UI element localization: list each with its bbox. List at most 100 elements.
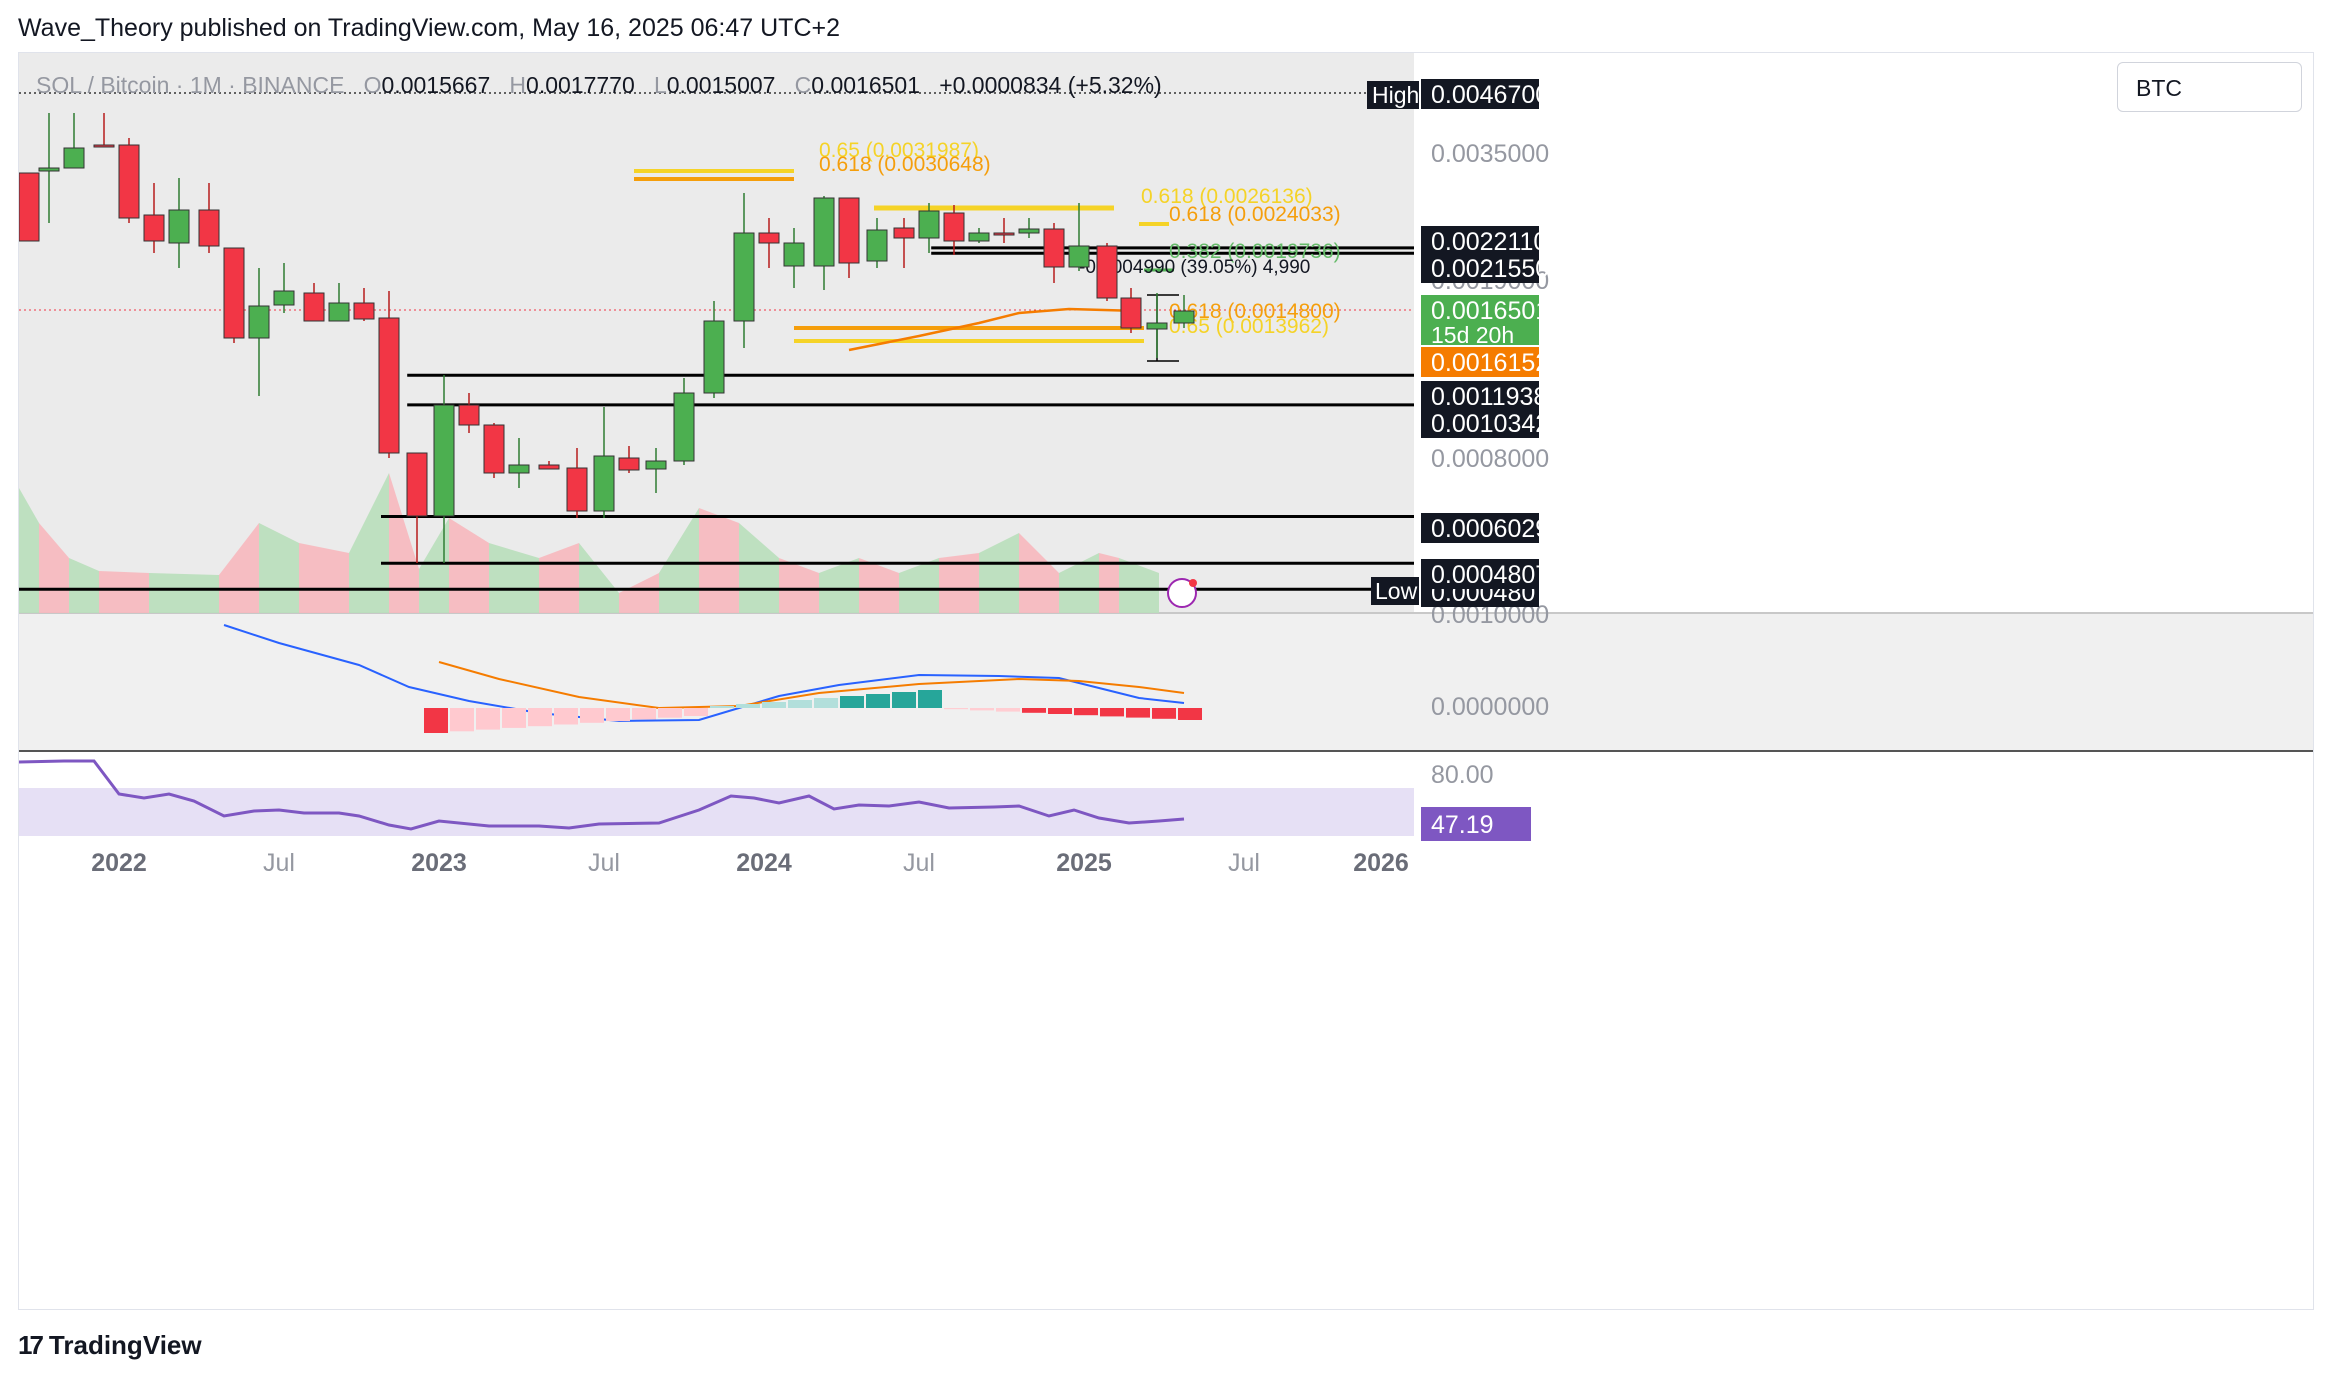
y-tick-label: 0.0008000 [1431,445,1549,473]
macd-histogram-bar [424,708,448,733]
volume-area [69,558,99,613]
volume-area [699,508,739,613]
fib-label: 0.618 (0.0030648) [819,153,991,176]
volume-area [1059,553,1099,613]
macd-histogram-bar [1126,708,1150,718]
candle [703,320,725,394]
candle [353,302,375,320]
price-tag-value: 0.0010342 [1431,410,1549,438]
macd-histogram-bar [684,708,708,716]
candle [673,392,695,462]
macd-histogram-bar [970,708,994,711]
macd-histogram-bar [736,704,760,708]
candle [593,455,615,512]
macd-histogram-bar [814,698,838,708]
candle [168,209,190,244]
candle [645,460,667,470]
price-tag [1421,408,1539,438]
candle [38,167,60,172]
candle [143,214,165,242]
macd-histogram-bar [1022,708,1046,713]
candle [433,404,455,517]
volume-area [899,558,939,613]
macd-histogram-bar [632,708,656,720]
price-tag-value: 0.0016152 [1431,349,1549,377]
macd-histogram-bar [1152,708,1176,719]
high-value: 0.0046700 [1431,81,1549,109]
candle [458,404,480,426]
candle [1173,310,1195,324]
candle [223,247,245,339]
low-value: 0.0015007 [666,72,776,98]
candle [566,467,588,512]
candle [813,197,835,267]
candle [483,424,505,474]
published-caption: Wave_Theory published on TradingView.com… [18,14,840,42]
macd-histogram-bar [450,708,474,732]
fib-label: 0.65 (0.0013962) [1169,315,1329,338]
volume-area [659,508,699,613]
macd-histogram-bar [710,706,734,708]
macd-pane-bg [19,613,2313,751]
candle [328,302,350,322]
volume-area [979,533,1019,613]
volume-area [149,573,219,613]
moving-average-line [848,307,1140,352]
candle [838,197,860,264]
ohlc-legend: SOL / Bitcoin · 1M · BINANCE O0.0015667 … [36,72,1162,99]
macd-histogram-bar [554,708,578,725]
candle [783,242,805,267]
candle [893,227,915,239]
signal-line [438,661,1185,710]
candle [733,232,755,322]
volume-area [939,553,979,613]
currency-button[interactable]: BTC [2117,62,2302,112]
macd-histogram-bar [1100,708,1124,717]
price-tag [1421,381,1539,411]
low-tag [1371,577,1419,605]
volume-area [1099,553,1119,613]
low-tag-label: Low [1375,578,1418,604]
candle [758,232,780,244]
macd-histogram-bar [762,702,786,708]
fib-label: 0.382 (0.0019736) [1169,240,1341,263]
alert-badge-icon [1189,579,1197,587]
x-tick-label: 2026 [1353,849,1409,877]
macd-axis-label: 0.0000000 [1431,693,1549,721]
volume-area [299,543,349,613]
candle [618,457,640,471]
price-tag-value: 0.0022110 [1431,228,1547,256]
price-chart[interactable]: 0.65 (0.0031987)0.618 (0.0030648) 0.618 (… [19,53,2313,1309]
candle [273,290,295,306]
chart-frame[interactable]: 0.65 (0.0031987) 0.618 (0.0030648) 0.618 (… [18,52,2314,1310]
brand-label: TradingView [48,1330,202,1360]
footer-brand[interactable]: 17 TradingView [18,1330,202,1361]
candle [1146,322,1168,330]
rsi-band [19,788,1414,836]
macd-histogram-bar [528,708,552,727]
candle [303,292,325,322]
candle [866,229,888,262]
macd-histogram-bar [580,708,604,723]
change-value: +0.0000834 (+5.32%) [939,72,1162,98]
x-tick-label: Jul [1228,849,1260,877]
volume-area [99,571,149,613]
rsi-level-label: 80.00 [1431,761,1494,789]
candle [1068,245,1090,268]
macd-histogram-bar [840,696,864,708]
open-value: 0.0015667 [381,72,491,98]
volume-area [819,558,859,613]
x-tick-label: Jul [903,849,935,877]
open-label: O [363,72,382,98]
high-tag [1367,81,1419,109]
macd-histogram-bar [476,708,500,730]
price-tag-value: 0.0016501 [1431,297,1549,325]
rsi-line [19,759,1185,831]
measure-label: -0.0004990 (39.05%) 4,990 [1079,257,1310,278]
symbol-label: SOL / Bitcoin · 1M · BINANCE [36,72,345,98]
y-tick-label: 0.0035000 [1431,140,1549,168]
price-tag-value: 0.0006029 [1431,515,1549,543]
candle [538,464,560,470]
high-tag-label: High [1372,82,1419,108]
candle [118,144,140,219]
